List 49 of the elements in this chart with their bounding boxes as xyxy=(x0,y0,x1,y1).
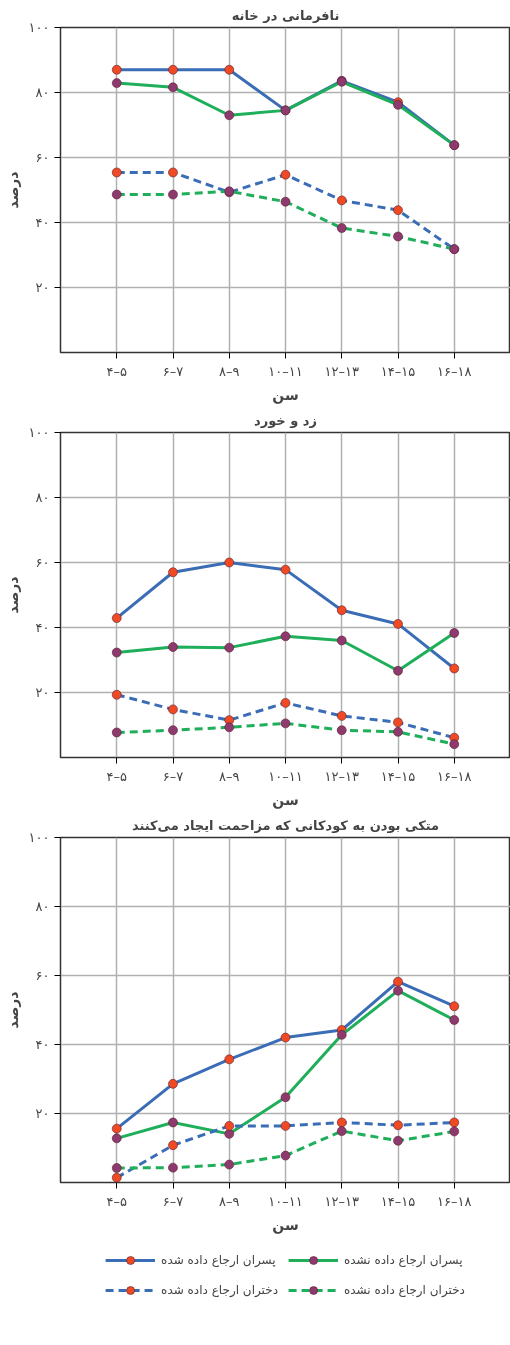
chart-title: نافرمانی در خانه xyxy=(231,7,340,23)
x-tick-label: ۶–۷ xyxy=(162,768,184,784)
y-tick-label: ۶۰ xyxy=(35,555,50,570)
x-tick-label: ۸–۹ xyxy=(219,1193,240,1209)
x-tick-label: ۱۲–۱۳ xyxy=(324,363,359,379)
y-axis-title: درصد xyxy=(4,991,21,1029)
x-tick-label: ۴–۵ xyxy=(106,363,127,379)
x-tick-label: ۱۶–۱۸ xyxy=(437,363,472,379)
y-tick-label: ۲۰ xyxy=(35,685,50,700)
x-axis-title: سن xyxy=(272,386,299,404)
legend-label: دختران ارجاع داده شده xyxy=(161,1283,278,1297)
y-axis-title: درصد xyxy=(4,576,21,614)
x-axis-title: سن xyxy=(272,791,299,809)
x-tick-label: ۱۰–۱۱ xyxy=(268,768,303,784)
x-tick-label: ۱۰–۱۱ xyxy=(268,363,303,379)
x-tick-label: ۱۴–۱۵ xyxy=(380,768,416,784)
x-tick-label: ۸–۹ xyxy=(219,363,240,379)
y-tick-label: ۲۰ xyxy=(35,280,50,295)
x-tick-label: ۸–۹ xyxy=(219,768,240,784)
y-tick-label: ۸۰ xyxy=(35,85,50,100)
x-tick-label: ۴–۵ xyxy=(106,1193,127,1209)
x-tick-label: ۱۴–۱۵ xyxy=(380,1193,416,1209)
legend-label: پسران ارجاع داده نشده xyxy=(344,1253,463,1267)
y-tick-label: ۴۰ xyxy=(35,1037,50,1052)
y-tick-label: ۴۰ xyxy=(35,215,50,230)
y-tick-label: ۱۰۰ xyxy=(28,830,50,845)
y-tick-label: ۲۰ xyxy=(35,1106,50,1121)
x-tick-label: ۴–۵ xyxy=(106,768,127,784)
y-tick-label: ۱۰۰ xyxy=(28,20,50,35)
x-tick-label: ۱۶–۱۸ xyxy=(437,1193,472,1209)
y-axis-title: درصد xyxy=(4,171,21,209)
y-tick-label: ۱۰۰ xyxy=(28,425,50,440)
chart-title: متکی بودن به کودکانی که مزاحمت ایجاد می‌کنند xyxy=(131,817,440,833)
x-tick-label: ۶–۷ xyxy=(162,363,184,379)
y-tick-label: ۶۰ xyxy=(35,968,50,983)
legend-label: پسران ارجاع داده شده xyxy=(161,1253,276,1267)
y-tick-label: ۸۰ xyxy=(35,899,50,914)
x-tick-label: ۶–۷ xyxy=(162,1193,184,1209)
x-tick-label: ۱۶–۱۸ xyxy=(437,768,472,784)
y-tick-label: ۸۰ xyxy=(35,490,50,505)
x-tick-label: ۱۰–۱۱ xyxy=(268,1193,303,1209)
y-tick-label: ۴۰ xyxy=(35,620,50,635)
x-tick-label: ۱۲–۱۳ xyxy=(324,1193,359,1209)
chart-title: زد و خورد xyxy=(254,412,317,428)
legend-label: دختران ارجاع داده نشده xyxy=(344,1283,465,1297)
x-axis-title: سن xyxy=(272,1216,299,1234)
y-tick-label: ۶۰ xyxy=(35,150,50,165)
x-tick-label: ۱۴–۱۵ xyxy=(380,363,416,379)
x-tick-label: ۱۲–۱۳ xyxy=(324,768,359,784)
